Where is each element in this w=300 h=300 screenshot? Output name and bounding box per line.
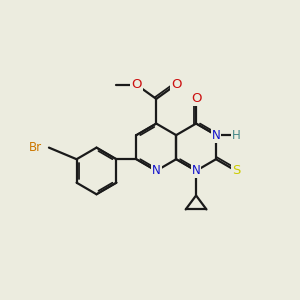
Text: S: S xyxy=(232,164,240,177)
Text: Br: Br xyxy=(29,141,42,154)
Text: H: H xyxy=(232,129,240,142)
Text: O: O xyxy=(191,92,201,105)
Text: O: O xyxy=(171,78,181,91)
Text: N: N xyxy=(152,164,161,177)
Text: N: N xyxy=(212,129,220,142)
Text: O: O xyxy=(131,78,142,91)
Text: N: N xyxy=(192,164,200,177)
